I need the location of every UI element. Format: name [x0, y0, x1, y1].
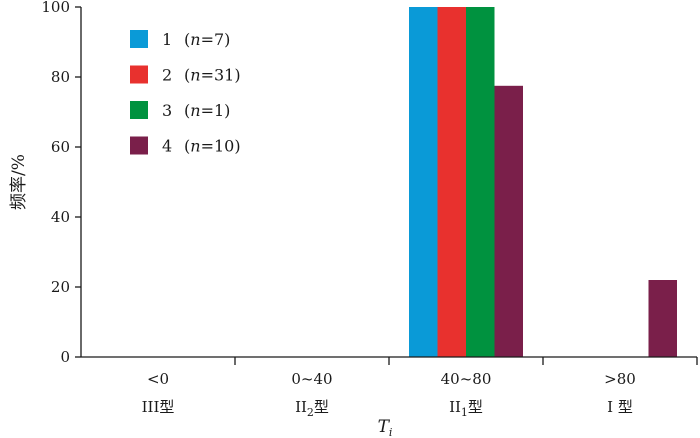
- x-type-suffix: 型: [468, 398, 483, 416]
- y-axis-title: 频率/%: [9, 154, 29, 210]
- x-type-main: I: [607, 398, 613, 416]
- legend-n-rest: =31): [201, 66, 241, 85]
- x-axis-title-main: T: [378, 417, 391, 437]
- y-tick-label: 100: [41, 0, 70, 16]
- legend-label-3: 3: [162, 101, 172, 120]
- legend-n-rest: =1): [201, 101, 231, 120]
- legend-n-var: n: [190, 101, 200, 120]
- legend-n-label-2: (n=31): [184, 66, 241, 85]
- legend-n-open: (: [184, 137, 190, 156]
- bar-series-4-cat-3: [648, 280, 677, 357]
- legend-n-var: n: [190, 66, 200, 85]
- x-type-main: II: [449, 398, 461, 416]
- x-tick-label: >80: [604, 370, 636, 388]
- bar-series-4-cat-2: [494, 85, 523, 358]
- bars-group: [409, 7, 677, 358]
- legend: 1 (n=7)2 (n=31)3 (n=1)4 (n=10): [130, 30, 241, 156]
- y-tick-label: 0: [60, 348, 70, 366]
- legend-n-open: (: [184, 101, 190, 120]
- x-type-label: III型: [142, 398, 175, 416]
- bar-series-1-cat-2: [409, 7, 438, 357]
- x-type-suffix: 型: [314, 398, 329, 416]
- legend-swatch-4: [130, 136, 148, 155]
- y-tick-label: 60: [51, 138, 70, 156]
- x-type-main: II: [295, 398, 307, 416]
- x-tick-label: <0: [147, 370, 169, 388]
- legend-n-label-3: (n=1): [184, 101, 230, 120]
- bar-series-3-cat-2: [466, 7, 495, 357]
- axes-group: 020406080100<0III型0~40II2型40~80II1型>80I …: [41, 0, 698, 419]
- legend-n-rest: =10): [201, 137, 241, 156]
- legend-swatch-2: [130, 65, 148, 84]
- x-type-main: III: [142, 398, 160, 416]
- x-axis-title: Ti: [378, 417, 393, 438]
- y-tick-label: 40: [51, 208, 70, 226]
- x-type-label: I 型: [607, 398, 633, 416]
- x-tick-label: 40~80: [441, 370, 492, 388]
- legend-n-label-4: (n=10): [184, 137, 241, 156]
- legend-label-4: 4: [162, 137, 172, 156]
- x-type-subscript: 1: [461, 406, 468, 419]
- x-type-subscript: 2: [307, 406, 314, 419]
- legend-n-var: n: [190, 137, 200, 156]
- legend-n-open: (: [184, 30, 190, 49]
- axis-titles: 频率/% Ti: [9, 154, 392, 438]
- legend-n-label-1: (n=7): [184, 30, 230, 49]
- x-type-suffix: 型: [159, 398, 174, 416]
- y-tick-label: 80: [51, 68, 70, 86]
- x-type-label: II1型: [449, 398, 483, 419]
- legend-label-2: 2: [162, 66, 172, 85]
- bar-series-2-cat-2: [437, 7, 466, 357]
- x-tick-label: 0~40: [291, 370, 332, 388]
- legend-n-rest: =7): [201, 30, 231, 49]
- legend-swatch-3: [130, 101, 148, 119]
- x-axis-title-sub: i: [389, 426, 393, 438]
- legend-label-1: 1: [162, 30, 172, 49]
- legend-swatch-1: [130, 30, 148, 48]
- x-type-label: II2型: [295, 398, 329, 419]
- legend-n-open: (: [184, 66, 190, 85]
- x-type-suffix: 型: [613, 398, 633, 416]
- legend-n-var: n: [190, 30, 200, 49]
- y-tick-label: 20: [51, 278, 70, 296]
